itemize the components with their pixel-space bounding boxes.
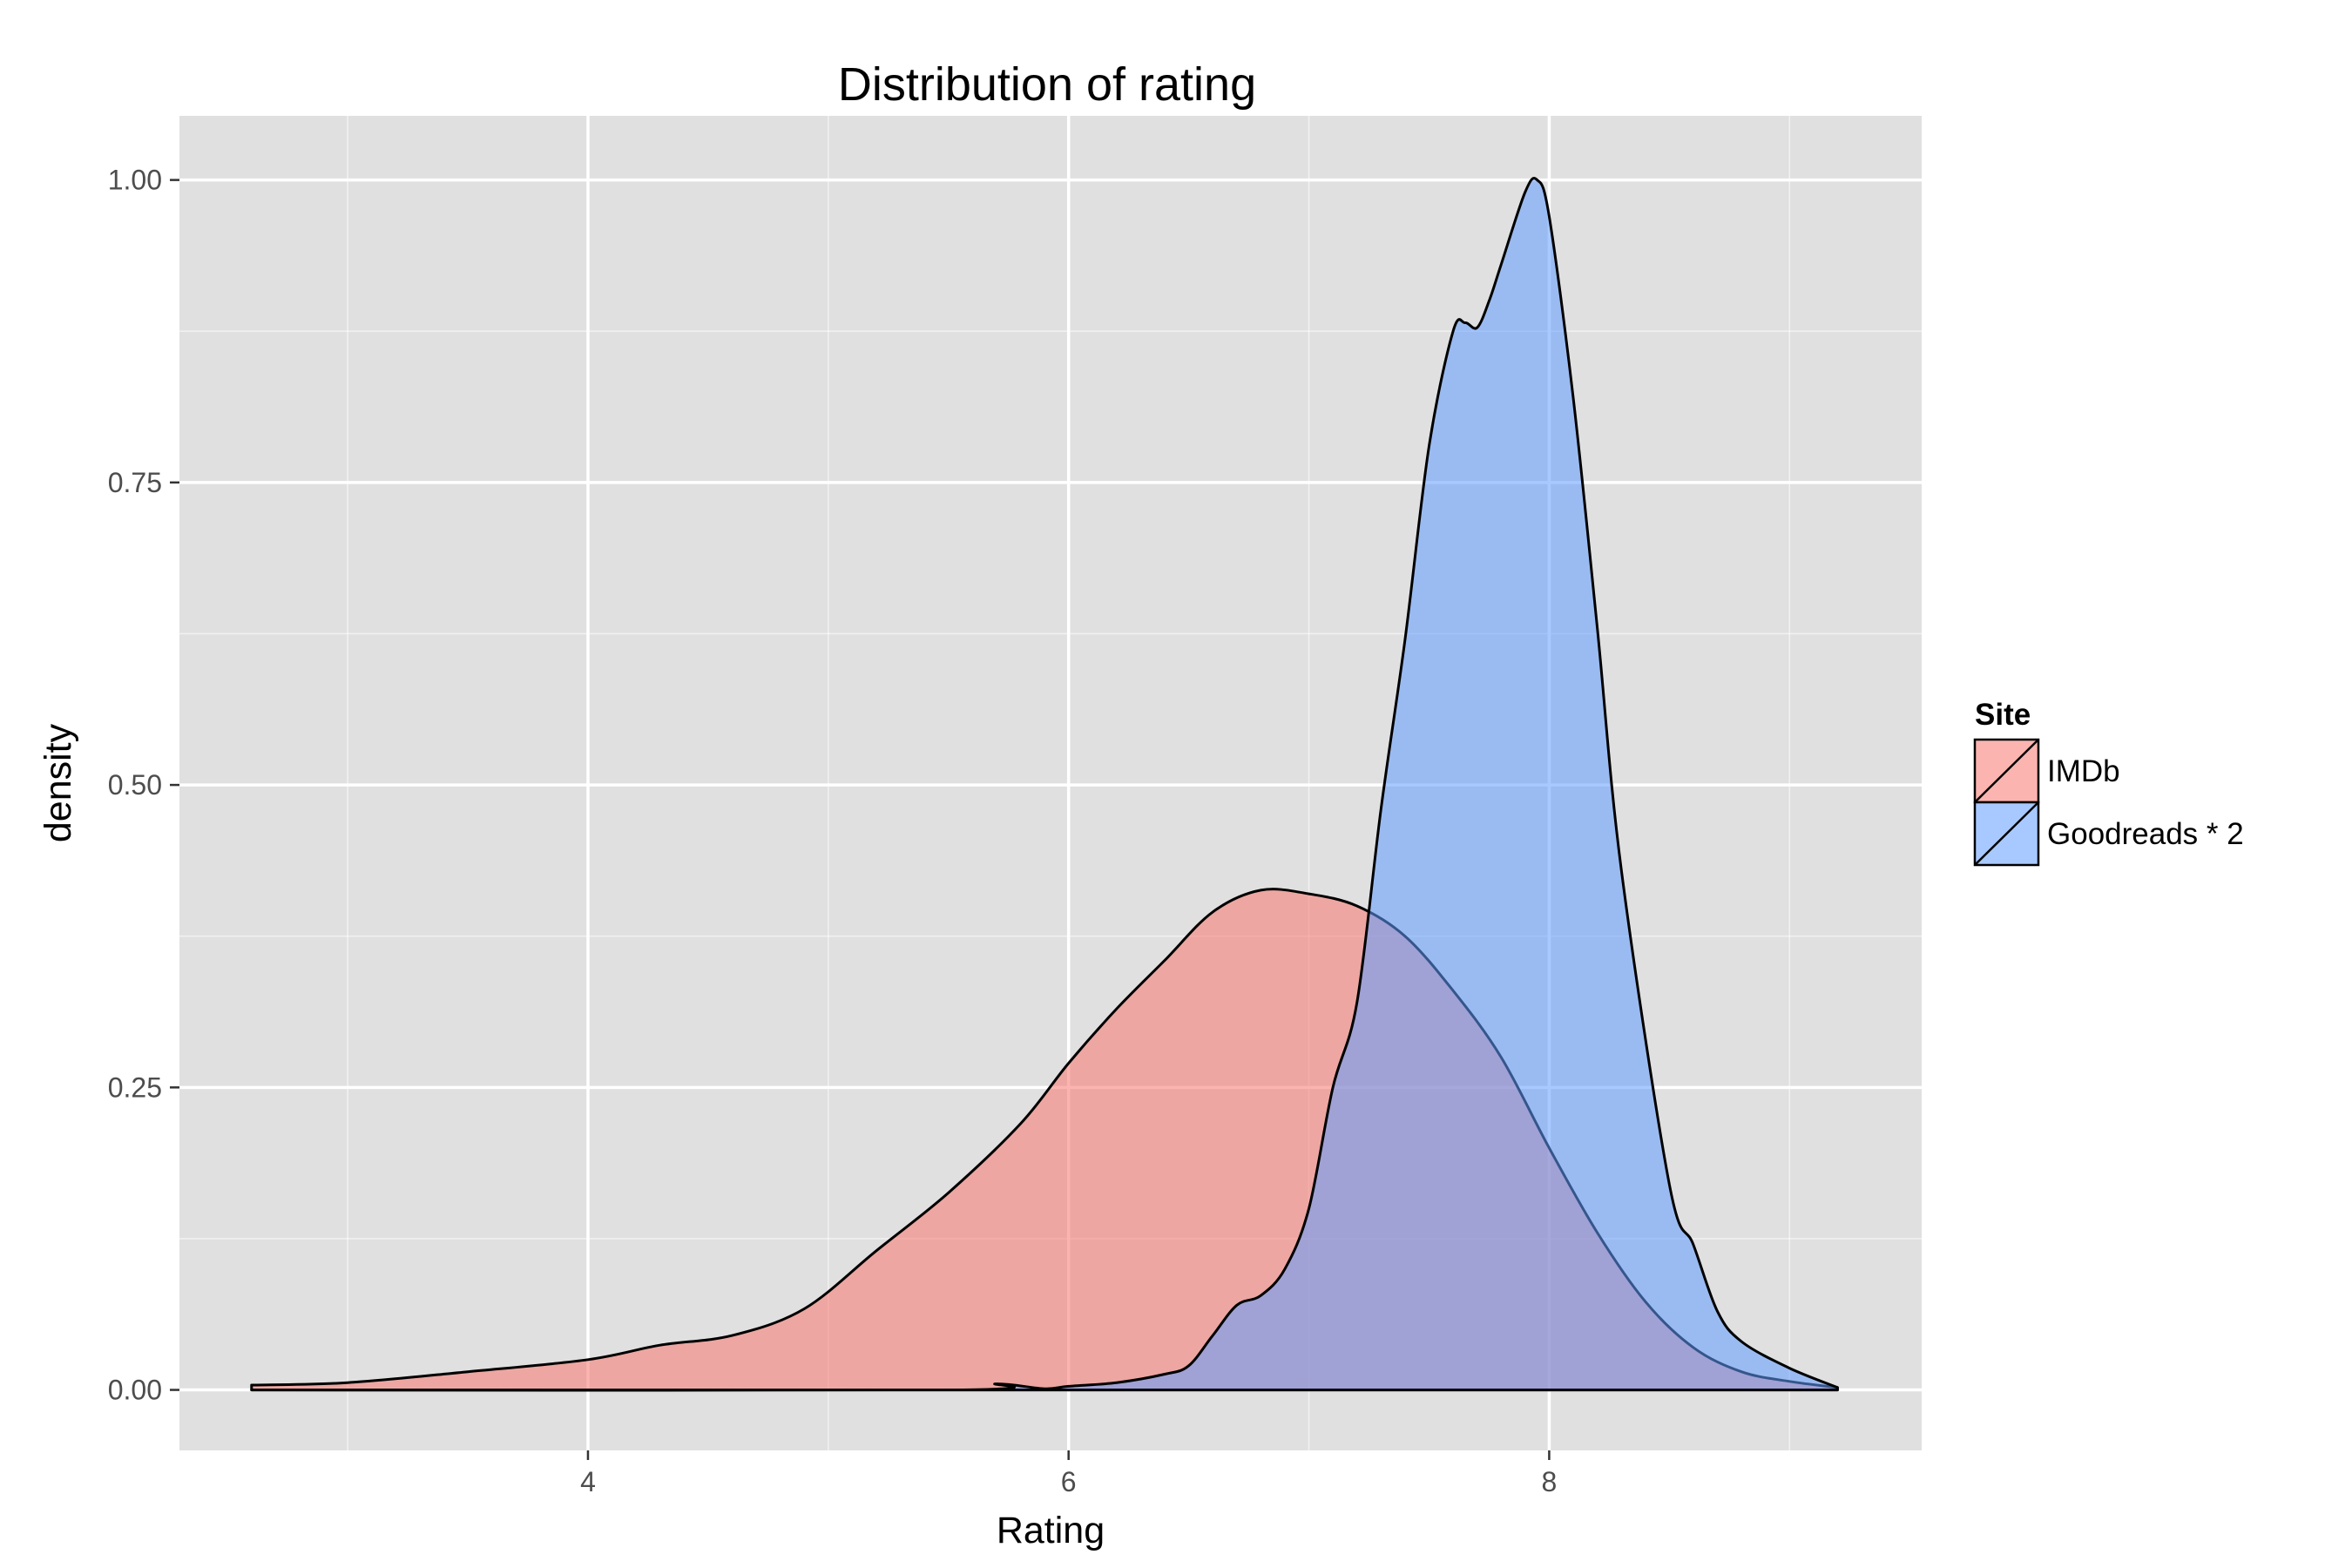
legend-title: Site [1975, 698, 2031, 732]
legend-key-slash [1974, 801, 2039, 866]
x-axis: 4 6 8 [580, 1450, 1557, 1497]
y-tick-label: 0.25 [108, 1071, 162, 1103]
y-axis-title: density [37, 723, 79, 842]
y-axis: 0.00 0.25 0.50 0.75 1.00 [108, 165, 179, 1406]
x-tick-label: 8 [1542, 1466, 1558, 1497]
y-tick-label: 1.00 [108, 165, 162, 196]
legend-label: Goodreads * 2 [2047, 817, 2244, 851]
y-tick-label: 0.50 [108, 769, 162, 801]
chart-title: Distribution of rating [838, 58, 1256, 111]
legend-label: IMDb [2047, 754, 2120, 788]
x-tick-label: 6 [1061, 1466, 1077, 1497]
x-tick-label: 4 [580, 1466, 596, 1497]
y-tick-label: 0.00 [108, 1375, 162, 1406]
x-axis-title: Rating [997, 1510, 1105, 1551]
density-area-1 [250, 177, 1839, 1392]
density-areas [250, 177, 1839, 1392]
legend-key-slash [1974, 739, 2039, 803]
y-tick-label: 0.75 [108, 467, 162, 498]
legend: Site IMDb Goodreads * 2 [1973, 698, 2244, 867]
